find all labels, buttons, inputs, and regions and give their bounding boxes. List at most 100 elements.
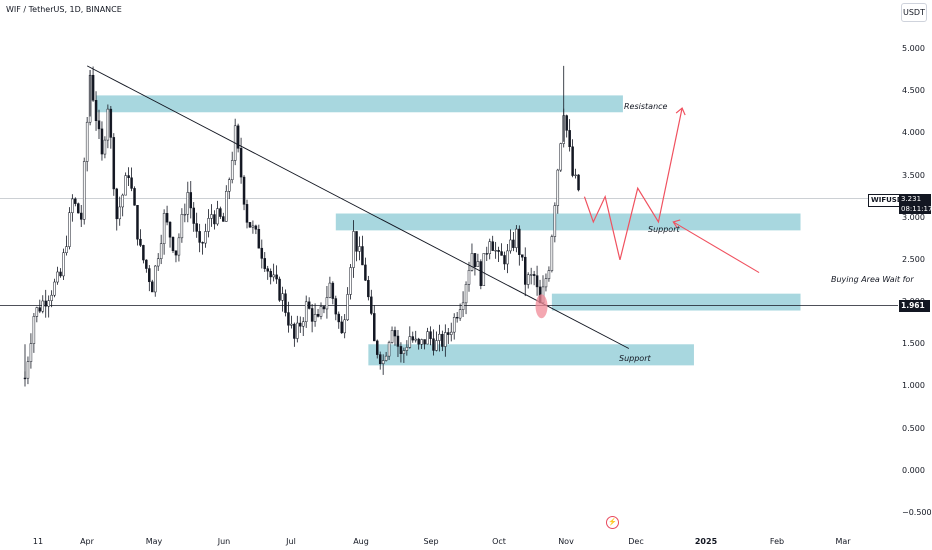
- candle-body: [104, 140, 106, 154]
- candle-body: [335, 299, 337, 315]
- candle-body: [456, 317, 458, 318]
- candle-body: [533, 274, 535, 275]
- candle-body: [101, 129, 103, 154]
- candle-body: [483, 253, 485, 285]
- candle-body: [572, 147, 574, 176]
- candle-body: [361, 247, 363, 265]
- candle-body: [270, 271, 272, 277]
- support-zone-upper[interactable]: [336, 214, 801, 231]
- candle-body: [74, 199, 76, 204]
- bar-countdown: 08:11:17: [901, 204, 931, 214]
- candle-body: [54, 282, 56, 295]
- candle-body: [148, 269, 150, 282]
- candle-body: [314, 314, 316, 321]
- candle-body: [498, 250, 500, 251]
- candle-body: [373, 313, 375, 340]
- candle-body: [530, 274, 532, 275]
- candle-body: [279, 279, 281, 300]
- candle-body: [438, 334, 440, 340]
- price-tick: 1.500: [902, 339, 925, 348]
- time-tick: Oct: [492, 537, 506, 546]
- candle-body: [187, 192, 189, 214]
- candle-body: [208, 218, 210, 231]
- candle-body: [391, 330, 393, 342]
- candle-body: [68, 213, 70, 247]
- candle-body: [48, 301, 50, 307]
- candle-body: [154, 266, 156, 292]
- candle-body: [326, 298, 328, 309]
- candle-body: [521, 255, 523, 257]
- projection-path[interactable]: [584, 108, 682, 260]
- currency-button[interactable]: USDT: [901, 3, 927, 22]
- resistance-zone[interactable]: [96, 95, 623, 112]
- candle-body: [293, 324, 295, 338]
- candle-body: [415, 339, 417, 340]
- lightning-icon[interactable]: ⚡: [606, 516, 619, 529]
- candle-body: [116, 189, 118, 219]
- candle-body: [412, 337, 414, 341]
- candle-body: [258, 229, 260, 248]
- annotation-support-upper: Support: [648, 225, 680, 234]
- candle-body: [228, 180, 230, 192]
- price-tick: 4.000: [902, 128, 925, 137]
- candle-body: [465, 284, 467, 303]
- candle-body: [128, 176, 130, 178]
- price-tick: 0.500: [902, 424, 925, 433]
- candle-body: [290, 324, 292, 325]
- buy-zone[interactable]: [552, 294, 801, 311]
- candle-body: [216, 209, 218, 224]
- candle-body: [489, 242, 491, 254]
- candle-body: [243, 177, 245, 204]
- candle-body: [364, 265, 366, 280]
- time-tick: Feb: [770, 537, 784, 546]
- candle-body: [370, 297, 372, 314]
- candle-body: [95, 100, 97, 120]
- candle-body: [453, 317, 455, 332]
- time-tick: Aug: [353, 537, 369, 546]
- candle-body: [356, 231, 358, 251]
- candle-body: [501, 252, 503, 256]
- candle-body: [122, 195, 124, 207]
- candle-body: [557, 170, 559, 206]
- candle-body: [430, 332, 432, 339]
- candle-body: [57, 272, 59, 282]
- candle-body: [157, 259, 159, 266]
- candle-body: [60, 272, 62, 276]
- candle-body: [447, 333, 449, 335]
- candle-body: [252, 226, 254, 227]
- candle-body: [246, 204, 248, 222]
- candle-body: [92, 75, 94, 100]
- candle-body: [166, 213, 168, 222]
- time-tick: Dec: [628, 537, 643, 546]
- price-tick: 1.000: [902, 381, 925, 390]
- candle-body: [287, 313, 289, 326]
- candle-body: [139, 239, 141, 245]
- candle-body: [249, 222, 251, 227]
- candle-body: [512, 240, 514, 248]
- candle-body: [131, 178, 133, 189]
- candle-body: [196, 224, 198, 232]
- annotation-support-lower: Support: [619, 354, 651, 363]
- annotation-buying-area: Buying Area Wait for: [831, 275, 914, 284]
- candle-body: [51, 295, 53, 300]
- candle-body: [518, 229, 520, 255]
- candle-body: [36, 308, 38, 317]
- candle-body: [311, 308, 313, 321]
- candle-body: [548, 271, 550, 279]
- candle-body: [284, 294, 286, 313]
- candle-body: [468, 270, 470, 284]
- candle-body: [427, 332, 429, 344]
- candle-body: [554, 206, 556, 237]
- candle-body: [193, 208, 195, 224]
- candle-body: [376, 341, 378, 355]
- candle-body: [409, 337, 411, 348]
- candle-body: [551, 237, 553, 271]
- candle-body: [33, 316, 35, 343]
- candle-body: [125, 176, 127, 196]
- candle-body: [545, 279, 547, 287]
- candle-body: [181, 214, 183, 237]
- candle-body: [462, 303, 464, 310]
- candle-body: [71, 199, 73, 213]
- symbol-title[interactable]: WIF / TetherUS, 1D, BINANCE: [6, 5, 122, 14]
